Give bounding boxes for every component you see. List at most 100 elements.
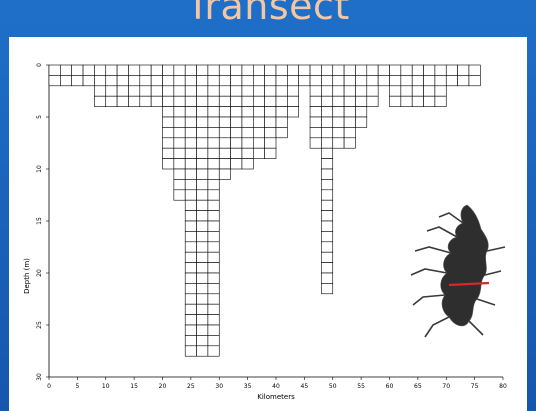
transect-cell — [207, 314, 220, 326]
transect-cell — [196, 345, 209, 357]
transect-cell — [196, 64, 209, 76]
transect-cell — [332, 75, 345, 87]
transect-cell — [253, 137, 265, 149]
transect-cell — [332, 95, 345, 107]
y-tick-label: 10 — [36, 165, 43, 173]
transect-cell — [241, 127, 254, 139]
transect-cell — [82, 64, 95, 76]
transect-cell — [128, 95, 141, 107]
y-tick-label: 0 — [36, 63, 43, 67]
transect-cell — [173, 137, 186, 149]
transect-cell — [264, 85, 277, 97]
transect-cell — [400, 85, 413, 97]
transect-cell — [400, 95, 413, 107]
transect-cell — [173, 85, 186, 97]
transect-cell — [207, 262, 220, 274]
transect-cells — [48, 64, 481, 357]
transect-cell — [309, 95, 322, 107]
transect-cell — [218, 147, 231, 159]
transect-cell — [196, 283, 209, 295]
transect-line — [448, 281, 490, 287]
transect-cell — [321, 179, 334, 191]
chart-axes: 0 5 10 15 20 25 30 35 40 45 50 55 60 65 70 75 80 0 5 10 15 20… — [36, 63, 507, 390]
transect-cell — [48, 64, 61, 76]
x-tick-label: 50 — [329, 383, 337, 390]
transect-cell — [162, 137, 175, 149]
transect-cell — [184, 147, 197, 159]
transect-cell — [196, 158, 209, 170]
transect-cell — [184, 231, 197, 243]
transect-cell — [355, 95, 368, 107]
transect-cell — [184, 335, 197, 347]
transect-cell — [128, 85, 141, 97]
transect-cell — [196, 168, 209, 180]
transect-cell — [321, 106, 334, 118]
transect-cell — [196, 106, 209, 118]
transect-cell — [196, 137, 209, 149]
transect-cell — [253, 127, 265, 139]
transect-cell — [196, 210, 209, 222]
y-tick-label: 30 — [36, 373, 43, 381]
transect-cell — [411, 95, 424, 107]
transect-cell — [434, 75, 447, 87]
transect-cell — [105, 85, 118, 97]
transect-cell — [196, 314, 209, 326]
transect-cell — [184, 283, 197, 295]
x-tick-label: 30 — [215, 383, 223, 390]
transect-cell — [184, 345, 197, 357]
transect-cell — [241, 158, 254, 170]
transect-cell — [184, 314, 197, 326]
transect-cell — [264, 147, 277, 159]
transect-cell — [264, 95, 277, 107]
transect-cell — [366, 64, 379, 76]
transect-cell — [309, 64, 322, 76]
transect-cell — [321, 158, 334, 170]
transect-cell — [309, 137, 322, 149]
transect-cell — [207, 335, 220, 347]
transect-cell — [162, 95, 175, 107]
x-tick-label: 20 — [159, 383, 167, 390]
transect-cell — [411, 75, 424, 87]
transect-cell — [207, 137, 220, 149]
x-tick-label: 15 — [130, 383, 138, 390]
transect-cell — [264, 106, 277, 118]
transect-cell — [287, 75, 300, 87]
transect-cell — [196, 116, 209, 128]
transect-cell — [173, 127, 186, 139]
transect-cell — [184, 262, 197, 274]
transect-cell — [71, 64, 84, 76]
transect-cell — [184, 293, 197, 305]
transect-cell — [332, 137, 345, 149]
transect-cell — [400, 75, 413, 87]
transect-cell — [321, 251, 334, 263]
transect-cell — [343, 95, 356, 107]
transect-cell — [434, 85, 447, 97]
transect-cell — [321, 147, 334, 159]
transect-cell — [468, 64, 481, 76]
transect-cell — [196, 303, 209, 315]
transect-cell — [218, 85, 231, 97]
transect-cell — [184, 303, 197, 315]
transect-cell — [150, 95, 163, 107]
transect-cell — [196, 220, 209, 232]
transect-cell — [173, 158, 186, 170]
transect-cell — [218, 116, 231, 128]
transect-cell — [207, 95, 220, 107]
transect-cell — [184, 64, 197, 76]
transect-cell — [377, 64, 390, 76]
transect-cell — [321, 137, 334, 149]
transect-cell — [94, 95, 107, 107]
transect-cell — [173, 106, 186, 118]
transect-cell — [355, 75, 368, 87]
transect-cell — [94, 85, 107, 97]
x-tick-label: 0 — [47, 383, 51, 390]
transect-cell — [343, 116, 356, 128]
transect-cell — [184, 272, 197, 284]
transect-cell — [207, 127, 220, 139]
transect-cell — [184, 137, 197, 149]
transect-cell — [230, 64, 243, 76]
transect-cell — [230, 127, 243, 139]
y-tick-label: 15 — [36, 217, 43, 225]
transect-cell — [139, 64, 152, 76]
transect-cell — [321, 75, 334, 87]
